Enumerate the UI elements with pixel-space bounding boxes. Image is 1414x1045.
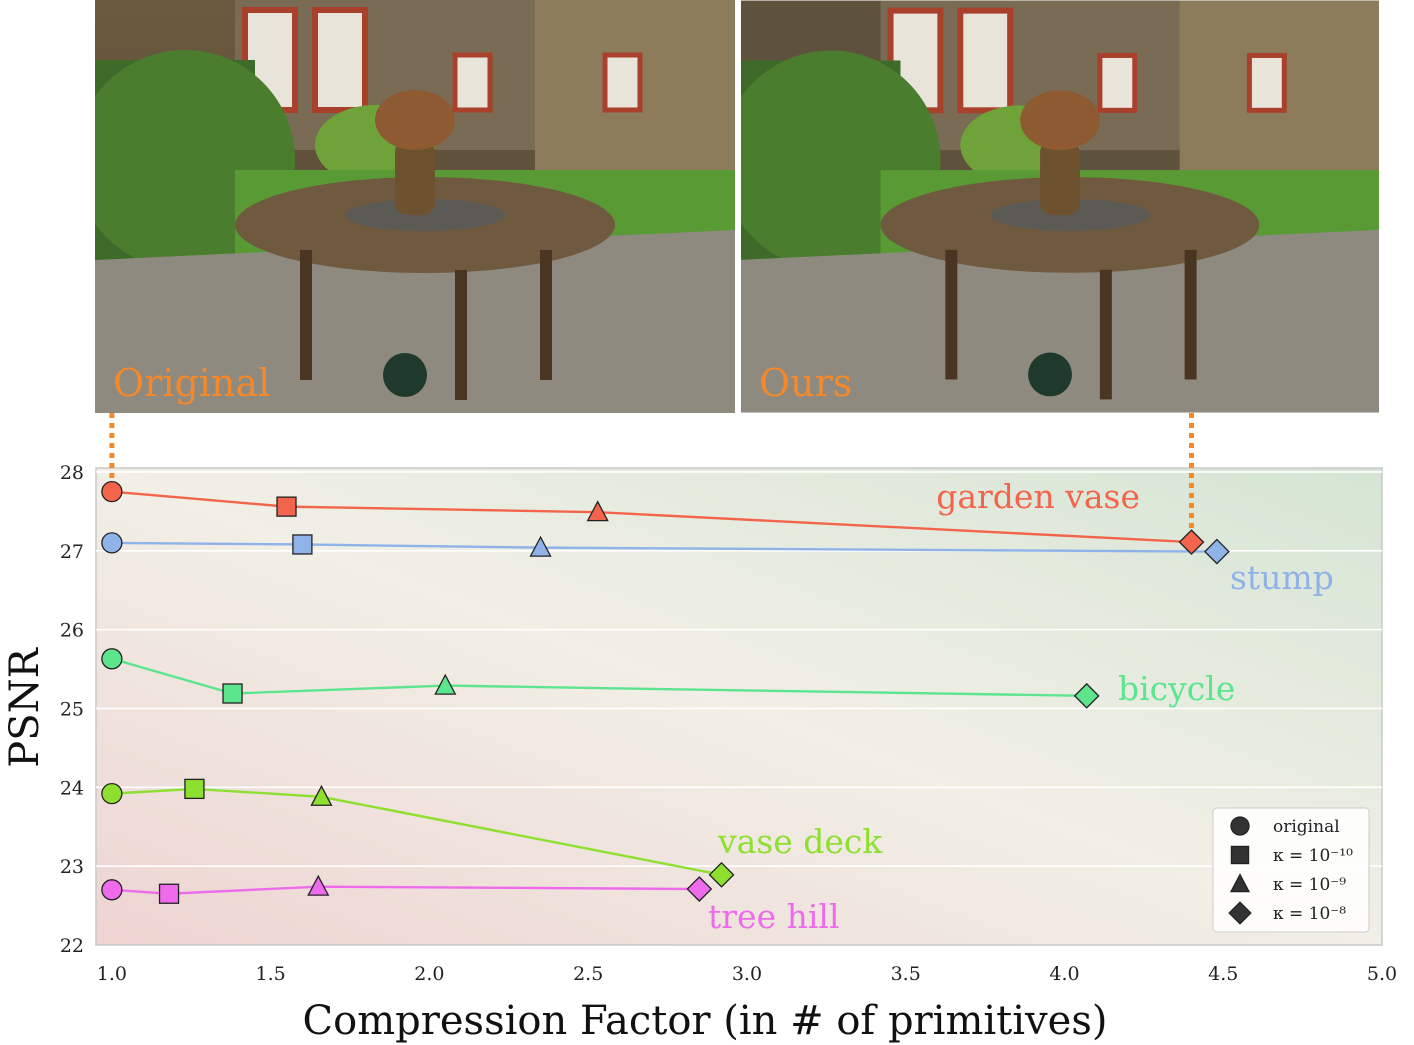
data-point-garden-vase	[276, 496, 297, 517]
series-label: vase deck	[717, 822, 883, 861]
x-tick-label: 1.0	[97, 963, 127, 985]
y-tick-label: 23	[60, 856, 84, 878]
y-tick-labels: 22 23 24 25 26 27 28	[60, 462, 84, 957]
legend-marker-diamond	[1228, 901, 1252, 925]
x-tick-label: 5.0	[1367, 963, 1397, 985]
ours-render-image: Ours	[741, 0, 1379, 413]
data-point-bicycle	[101, 648, 123, 670]
data-point-vase-deck	[101, 782, 123, 805]
legend-box	[1212, 807, 1370, 933]
series-line-vase-deck	[111, 787, 722, 877]
data-point-tree-hill	[686, 876, 713, 902]
series-label: stump	[1230, 558, 1334, 597]
series-label: bicycle	[1118, 669, 1235, 708]
y-tick-label: 25	[60, 698, 84, 720]
legend-entry: κ = 10⁻¹⁰	[1273, 846, 1353, 866]
data-point-bicycle	[1073, 682, 1100, 709]
original-label: Original	[113, 361, 271, 405]
series-line-stump	[111, 541, 1217, 553]
series-line-garden-vase	[111, 490, 1192, 544]
y-tick-label: 24	[60, 777, 84, 799]
legend-marker-square	[1230, 845, 1250, 865]
grid-lines	[96, 471, 1382, 867]
x-axis-title: Compression Factor (in # of primitives)	[303, 998, 1108, 1044]
x-tick-label: 2.0	[414, 963, 444, 985]
ours-label: Ours	[759, 361, 853, 405]
data-point-stump	[292, 534, 313, 555]
y-tick-label: 28	[60, 462, 84, 484]
legend-marker-triangle	[1229, 873, 1251, 893]
data-point-vase-deck	[310, 784, 333, 806]
legend-entry: κ = 10⁻⁹	[1273, 875, 1346, 895]
data-point-tree-hill	[158, 883, 180, 904]
data-point-garden-vase	[101, 481, 123, 503]
annotation-lines	[109, 413, 1194, 533]
series-label: tree hill	[708, 897, 840, 936]
data-point-tree-hill	[307, 874, 330, 896]
original-render-image: Original	[95, 0, 735, 413]
series-label: garden vase	[936, 477, 1140, 516]
data-point-stump	[529, 535, 552, 557]
y-tick-label: 26	[60, 620, 84, 642]
data-point-tree-hill	[101, 879, 123, 901]
y-tick-label: 22	[60, 935, 84, 957]
series-labels: garden vase stump bicycle vase deck tree hil…	[708, 477, 1334, 936]
data-point-stump	[101, 532, 123, 554]
data-point-vase-deck	[184, 778, 205, 800]
x-tick-label: 2.5	[573, 963, 603, 985]
legend: original κ = 10⁻¹⁰ κ = 10⁻⁹ κ = 10⁻⁸	[1212, 807, 1370, 933]
data-point-bicycle	[222, 683, 243, 704]
legend-marker-circle	[1230, 816, 1250, 836]
legend-entry: original	[1273, 817, 1340, 837]
legend-entry: κ = 10⁻⁸	[1273, 904, 1346, 924]
series-line-tree-hill	[111, 885, 700, 895]
x-tick-labels: 1.0 1.5 2.0 2.5 3.0 3.5 4.0 4.5 5.0	[97, 963, 1397, 985]
x-tick-label: 1.5	[256, 963, 286, 985]
data-point-stump	[1203, 538, 1230, 565]
series-line-bicycle	[111, 657, 1087, 698]
series-markers	[101, 481, 1230, 904]
data-point-bicycle	[434, 673, 457, 695]
x-tick-label: 4.0	[1049, 963, 1079, 985]
x-tick-label: 3.0	[732, 963, 762, 985]
data-point-garden-vase	[586, 500, 609, 522]
y-tick-label: 27	[60, 541, 84, 563]
x-tick-label: 3.5	[891, 963, 921, 985]
data-point-garden-vase	[1178, 529, 1205, 556]
x-tick-label: 4.5	[1208, 963, 1238, 985]
series-lines	[111, 490, 1217, 895]
data-point-vase-deck	[708, 861, 735, 888]
y-axis-title: PSNR	[2, 646, 48, 767]
